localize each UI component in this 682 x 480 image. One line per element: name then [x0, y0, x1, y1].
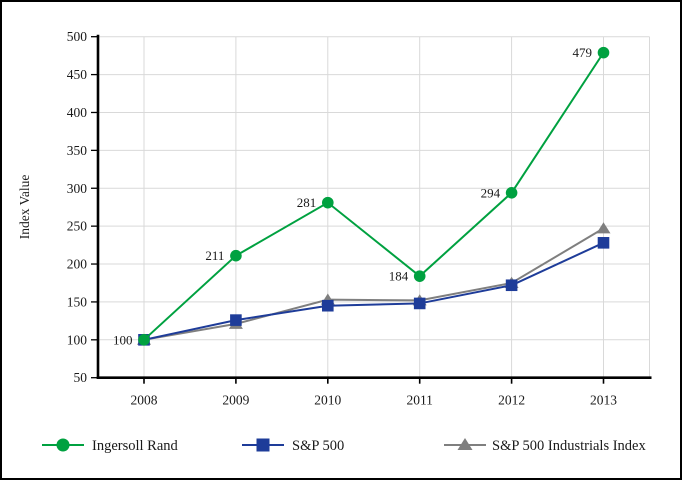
point-label: 294 — [481, 185, 501, 200]
circle-marker-icon — [56, 438, 70, 452]
data-point-square — [230, 314, 242, 326]
data-point-circle — [505, 187, 518, 199]
x-tick-label: 2008 — [131, 393, 158, 408]
y-tick-label: 50 — [74, 370, 88, 385]
data-point-square — [413, 297, 426, 310]
data-point-square — [505, 279, 518, 292]
y-tick-label: 250 — [67, 219, 88, 234]
y-tick-label: 400 — [67, 105, 88, 120]
legend-item-sp500: S&P 500 — [242, 438, 344, 454]
y-tick-label: 200 — [67, 257, 88, 272]
y-tick-label: 450 — [67, 67, 88, 82]
series-line-2 — [143, 227, 605, 341]
data-point-square — [322, 299, 334, 312]
plot-area: 50 100 150 200 250 300 350 400 450 500 2008 2009 201… — [67, 29, 652, 408]
series-line-1 — [143, 241, 604, 341]
x-tick-label: 2013 — [590, 393, 617, 408]
x-tick-label: 2011 — [406, 393, 433, 408]
data-point-circle — [597, 46, 610, 59]
data-point-square — [597, 237, 610, 249]
point-label: 184 — [389, 269, 409, 284]
point-label: 100 — [113, 332, 133, 347]
triangle-marker-icon — [457, 438, 473, 450]
x-tick-label: 2009 — [222, 393, 249, 408]
square-marker-icon — [256, 438, 270, 452]
point-label: 479 — [573, 45, 593, 60]
data-point-circle — [322, 196, 334, 209]
legend-label-sp500: S&P 500 — [292, 438, 344, 454]
legend-label-ingersoll-rand: Ingersoll Rand — [92, 438, 179, 454]
x-tick-label: 2010 — [314, 393, 341, 408]
y-tick-label: 300 — [67, 181, 88, 196]
y-tick-label: 350 — [67, 143, 88, 158]
series-line-0 — [143, 52, 605, 341]
y-axis-title: Index Value — [17, 175, 32, 240]
data-point-circle — [138, 334, 150, 346]
y-tick-label: 150 — [67, 294, 88, 309]
data-point-triangle — [596, 222, 611, 234]
y-tick-label: 500 — [67, 29, 88, 44]
x-tick-label: 2012 — [498, 393, 525, 408]
point-label: 211 — [205, 248, 224, 263]
data-point-circle — [230, 249, 242, 262]
point-label: 281 — [297, 195, 317, 210]
legend: Ingersoll Rand S&P 500 S&P 500 Industria… — [42, 438, 646, 454]
data-point-circle — [413, 270, 426, 282]
legend-item-sp500-industrials: S&P 500 Industrials Index — [444, 438, 646, 454]
y-tick-label: 100 — [67, 332, 88, 347]
legend-label-sp500-industrials: S&P 500 Industrials Index — [492, 438, 646, 454]
legend-item-ingersoll-rand: Ingersoll Rand — [42, 438, 179, 454]
